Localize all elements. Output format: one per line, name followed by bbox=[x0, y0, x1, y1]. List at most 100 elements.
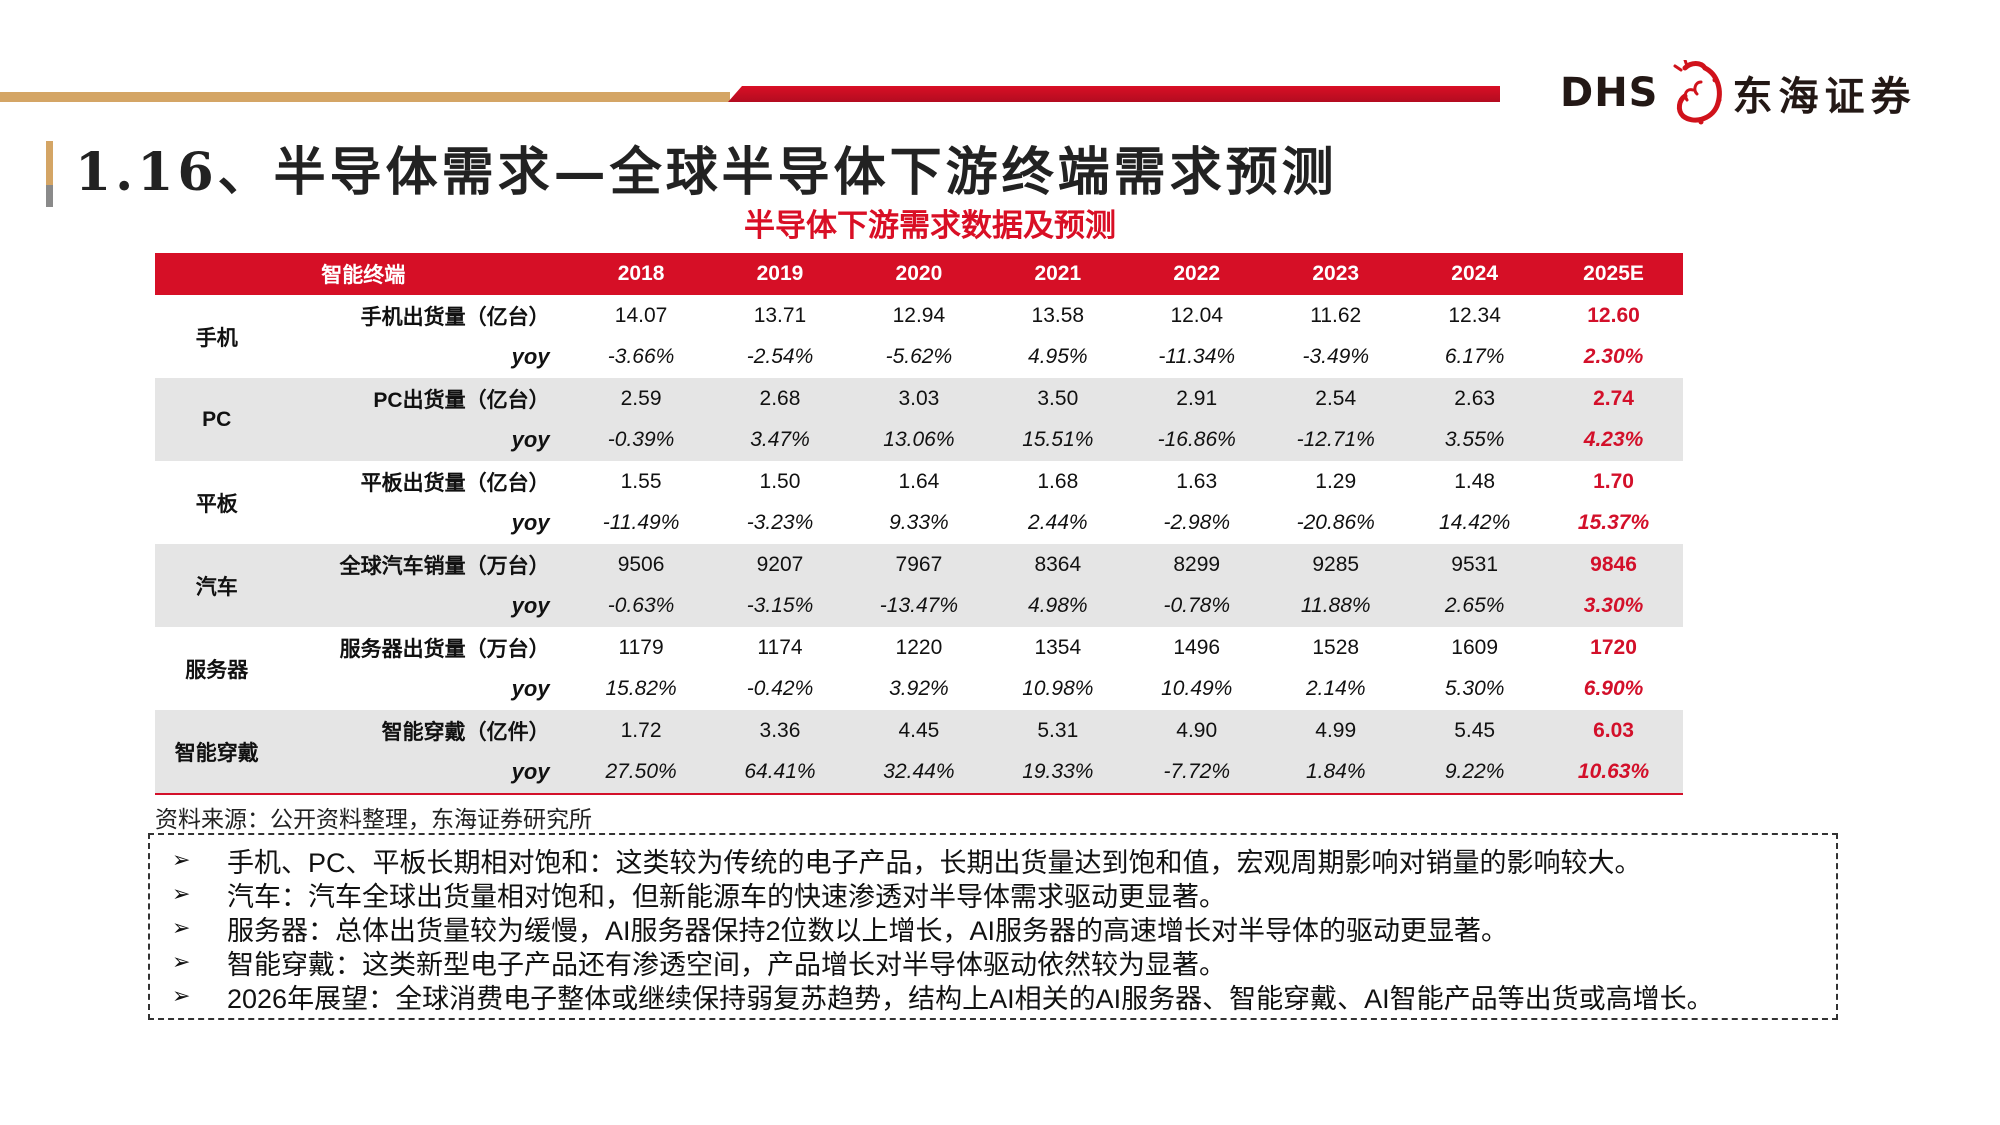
table-row-yoy: yoy -11.49% -3.23% 9.33% 2.44% -2.98% -20.86% 1… bbox=[155, 503, 1683, 545]
value-cell: 7967 bbox=[849, 544, 989, 586]
yoy-cell: 10.98% bbox=[1022, 677, 1094, 701]
category-label: 智能穿戴 bbox=[155, 710, 279, 795]
company-logo: DHS 东海证券 bbox=[1560, 58, 1917, 128]
value-cell: 8299 bbox=[1127, 544, 1267, 586]
yoy-cell: 2.65% bbox=[1405, 585, 1545, 627]
value-cell: 1.70 bbox=[1593, 469, 1634, 493]
table-row-yoy: yoy -0.63% -3.15% -13.47% 4.98% -0.78% 11.88% 2… bbox=[155, 585, 1683, 627]
yoy-cell: 15.37% bbox=[1577, 511, 1650, 535]
value-cell: 2.74 bbox=[1544, 378, 1683, 420]
table-header-row: 智能终端 2018 2019 2020 2021 2022 2023 2024 … bbox=[155, 253, 1683, 295]
value-cell: 1496 bbox=[1173, 635, 1221, 659]
value-cell: 12.60 bbox=[1587, 303, 1640, 327]
table-row-yoy: yoy -0.39% 3.47% 13.06% 15.51% -16.86% -12.71%… bbox=[155, 419, 1683, 461]
value-cell: 12.04 bbox=[1170, 303, 1224, 327]
note-item: ➢ 手机、PC、平板长期相对饱和：这类较为传统的电子产品，长期出货量达到饱和值，宏… bbox=[172, 843, 1836, 878]
yoy-cell: 3.30% bbox=[1544, 585, 1683, 627]
logo-chinese-text: 东海证券 bbox=[1732, 75, 1917, 119]
note-item: ➢ 汽车：汽车全球出货量相对饱和，但新能源车的快速渗透对半导体需求驱动更显著。 bbox=[172, 877, 1836, 912]
yoy-cell: -3.23% bbox=[746, 511, 814, 535]
value-cell: 4.90 bbox=[1127, 710, 1267, 752]
yoy-cell: -0.78% bbox=[1127, 585, 1267, 627]
value-cell: 1609 bbox=[1451, 635, 1498, 659]
value-cell: 1.50 bbox=[759, 469, 801, 493]
header-gold-bar bbox=[0, 92, 730, 102]
source-note: 资料来源：公开资料整理，东海证券研究所 bbox=[155, 806, 592, 832]
header-year: 2023 bbox=[1266, 253, 1406, 295]
yoy-cell: -3.15% bbox=[710, 585, 850, 627]
value-cell: 11.62 bbox=[1310, 303, 1362, 327]
category-label: 汽车 bbox=[155, 544, 279, 627]
value-cell: 12.94 bbox=[892, 303, 946, 327]
yoy-cell: 4.98% bbox=[988, 585, 1128, 627]
value-cell: 1720 bbox=[1590, 635, 1637, 659]
value-cell: 4.99 bbox=[1266, 710, 1406, 752]
yoy-cell: 2.44% bbox=[1028, 511, 1088, 535]
value-cell: 9506 bbox=[571, 544, 711, 586]
summary-notes-box: ➢ 手机、PC、平板长期相对饱和：这类较为传统的电子产品，长期出货量达到饱和值，宏… bbox=[148, 833, 1838, 1020]
yoy-cell: -11.34% bbox=[1158, 345, 1236, 369]
header-year: 2018 bbox=[571, 253, 711, 295]
yoy-cell: -20.86% bbox=[1296, 511, 1375, 535]
yoy-cell: 2.14% bbox=[1305, 677, 1366, 701]
metric-label: 服务器出货量（万台） bbox=[339, 637, 550, 661]
arrow-bullet-icon: ➢ bbox=[172, 847, 191, 872]
yoy-cell: 10.49% bbox=[1161, 677, 1233, 701]
yoy-cell: -11.49% bbox=[602, 511, 680, 535]
value-cell: 5.31 bbox=[988, 710, 1128, 752]
value-cell: 2.54 bbox=[1266, 378, 1406, 420]
yoy-label: yoy bbox=[278, 419, 572, 461]
header-terminal: 智能终端 bbox=[155, 253, 572, 295]
value-cell: 3.03 bbox=[849, 378, 989, 420]
yoy-label: yoy bbox=[511, 344, 550, 370]
value-cell: 1220 bbox=[895, 635, 943, 659]
value-cell: 1.63 bbox=[1176, 469, 1218, 493]
value-cell: 1.64 bbox=[898, 469, 940, 493]
value-cell: 5.45 bbox=[1405, 710, 1545, 752]
value-cell: 2.59 bbox=[571, 378, 711, 420]
yoy-cell: 64.41% bbox=[710, 751, 850, 795]
metric-label: 手机出货量（亿台） bbox=[360, 305, 550, 329]
value-cell: 2.63 bbox=[1405, 378, 1545, 420]
category-label: 手机 bbox=[195, 326, 238, 350]
yoy-cell: -0.42% bbox=[746, 677, 814, 701]
metric-label: PC出货量（亿台） bbox=[278, 378, 572, 420]
logo-latin-text: DHS bbox=[1560, 70, 1659, 116]
value-cell: 9846 bbox=[1544, 544, 1683, 586]
table-title: 半导体下游需求数据及预测 bbox=[744, 208, 1116, 243]
yoy-cell: 27.50% bbox=[571, 751, 711, 795]
note-item: ➢ 服务器：总体出货量较为缓慢，AI服务器保持2位数以上增长，AI服务器的高速增长… bbox=[172, 911, 1836, 946]
metric-label: 平板出货量（亿台） bbox=[360, 471, 550, 495]
value-cell: 3.50 bbox=[988, 378, 1128, 420]
yoy-cell: 13.06% bbox=[849, 419, 989, 461]
note-text: 智能穿戴：这类新型电子产品还有渗透空间，产品增长对半导体驱动依然较为显著。 bbox=[227, 949, 1226, 980]
yoy-label: yoy bbox=[511, 510, 550, 536]
header-year: 2020 bbox=[849, 253, 989, 295]
value-cell: 1354 bbox=[1034, 635, 1082, 659]
value-cell: 8364 bbox=[988, 544, 1128, 586]
value-cell: 13.71 bbox=[753, 303, 807, 327]
value-cell: 1179 bbox=[618, 635, 664, 659]
yoy-cell: 1.84% bbox=[1266, 751, 1406, 795]
category-label: 平板 bbox=[195, 492, 238, 516]
header-year: 2019 bbox=[710, 253, 850, 295]
yoy-cell: 15.82% bbox=[605, 677, 677, 701]
yoy-cell: 11.88% bbox=[1266, 585, 1406, 627]
note-item: ➢ 2026年展望：全球消费电子整体或继续保持弱复苏趋势，结构上AI相关的AI服务… bbox=[172, 979, 1836, 1014]
yoy-cell: 14.42% bbox=[1439, 511, 1511, 535]
yoy-label: yoy bbox=[278, 585, 572, 627]
yoy-cell: 3.92% bbox=[889, 677, 949, 701]
yoy-cell: 4.95% bbox=[1028, 345, 1088, 369]
value-cell: 9531 bbox=[1405, 544, 1545, 586]
value-cell: 13.58 bbox=[1031, 303, 1085, 327]
table-row: 智能穿戴 智能穿戴（亿件） 1.72 3.36 4.45 5.31 4.90 4.99 5.45… bbox=[155, 710, 1683, 795]
dragon-logo-icon bbox=[1673, 60, 1722, 125]
title-accent-bar bbox=[46, 141, 53, 207]
arrow-bullet-icon: ➢ bbox=[172, 881, 191, 906]
header-year: 2022 bbox=[1127, 253, 1267, 295]
note-item: ➢ 智能穿戴：这类新型电子产品还有渗透空间，产品增长对半导体驱动依然较为显著。 bbox=[172, 945, 1836, 980]
value-cell: 4.45 bbox=[849, 710, 989, 752]
header-red-bar bbox=[728, 86, 1500, 102]
yoy-cell: 9.22% bbox=[1405, 751, 1545, 795]
value-cell: 1.48 bbox=[1454, 469, 1496, 493]
